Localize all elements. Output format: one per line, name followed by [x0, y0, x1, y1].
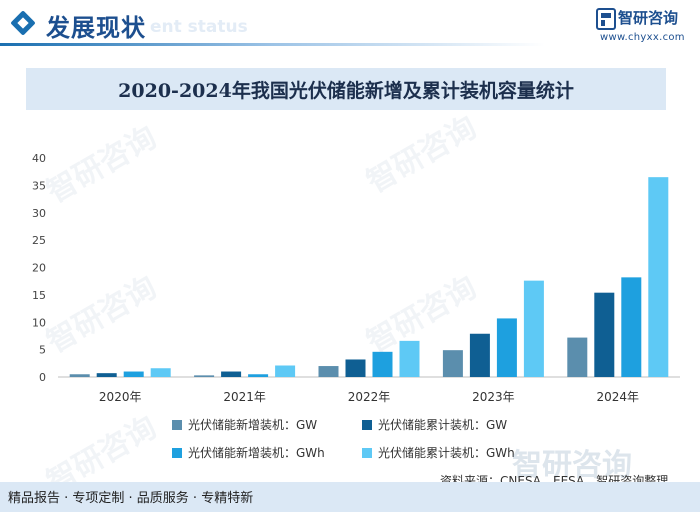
x-tick-label: 2021年 [223, 390, 266, 404]
bar [399, 340, 420, 377]
bar [345, 359, 366, 377]
legend-swatch [172, 447, 182, 458]
y-tick-label: 30 [32, 207, 46, 220]
header-divider [0, 43, 545, 46]
legend-swatch [172, 419, 182, 430]
brand-logo: 智研咨询 www.chyxx.com [596, 6, 696, 43]
bar [523, 280, 544, 377]
x-tick-label: 2024年 [597, 390, 640, 404]
chart-title: 2020-2024年我国光伏储能新增及累计装机容量统计 [118, 79, 574, 102]
bar [496, 318, 517, 377]
legend-swatch [362, 419, 372, 430]
bar [567, 337, 588, 377]
footer-bar [0, 482, 700, 512]
y-tick-label: 35 [32, 179, 46, 192]
footer-slogan: 精品报告 · 专项定制 · 品质服务 · 专精特新 [8, 491, 254, 506]
bar [648, 177, 669, 377]
y-tick-label: 5 [39, 344, 46, 357]
section-header: ent status 发展现状 智研咨询 www.chyxx.com [0, 0, 700, 52]
legend-item: 光伏储能累计装机：GW [362, 416, 507, 433]
section-title: 发展现状 [46, 14, 146, 42]
logo-url: www.chyxx.com [600, 32, 685, 43]
y-tick-label: 20 [32, 262, 46, 275]
bar [318, 366, 339, 377]
bar [248, 374, 269, 377]
chart-title-bar: 2020-2024年我国光伏储能新增及累计装机容量统计 [26, 68, 666, 110]
bar [621, 277, 642, 377]
legend-label: 光伏储能新增装机：GW [188, 418, 318, 432]
legend-label: 光伏储能新增装机：GWh [188, 446, 325, 460]
bar-chart: 0 5 10 15 20 25 30 35 40 2020年 2021年 2022年 2023年 2024… [32, 152, 680, 404]
bar [69, 374, 90, 377]
legend-label: 光伏储能累计装机：GWh [378, 446, 515, 460]
section-subtitle: ent status [150, 17, 248, 37]
bar [469, 333, 490, 377]
y-tick-label: 0 [39, 371, 46, 384]
bar [194, 375, 215, 377]
bar [96, 373, 117, 377]
x-tick-label: 2022年 [348, 390, 391, 404]
footer-watermark: 智研咨询 [512, 448, 632, 483]
bar [221, 371, 242, 377]
legend-swatch [362, 447, 372, 458]
y-tick-label: 10 [32, 316, 46, 329]
x-tick-label: 2020年 [99, 390, 142, 404]
logo-icon [596, 8, 616, 30]
bar [594, 292, 615, 377]
legend-item: 光伏储能新增装机：GW [172, 416, 317, 433]
bar [372, 351, 393, 377]
legend-item: 光伏储能累计装机：GWh [362, 444, 515, 461]
x-tick-label: 2023年 [472, 390, 515, 404]
legend-item: 光伏储能新增装机：GWh [172, 444, 325, 461]
legend-label: 光伏储能累计装机：GW [378, 418, 508, 432]
bar [150, 368, 171, 377]
bar [275, 365, 296, 377]
y-tick-label: 15 [32, 289, 46, 302]
y-tick-label: 25 [32, 234, 46, 247]
logo-name: 智研咨询 [618, 9, 679, 27]
bar [442, 350, 463, 377]
bar [123, 371, 144, 377]
y-tick-label: 40 [32, 152, 46, 165]
